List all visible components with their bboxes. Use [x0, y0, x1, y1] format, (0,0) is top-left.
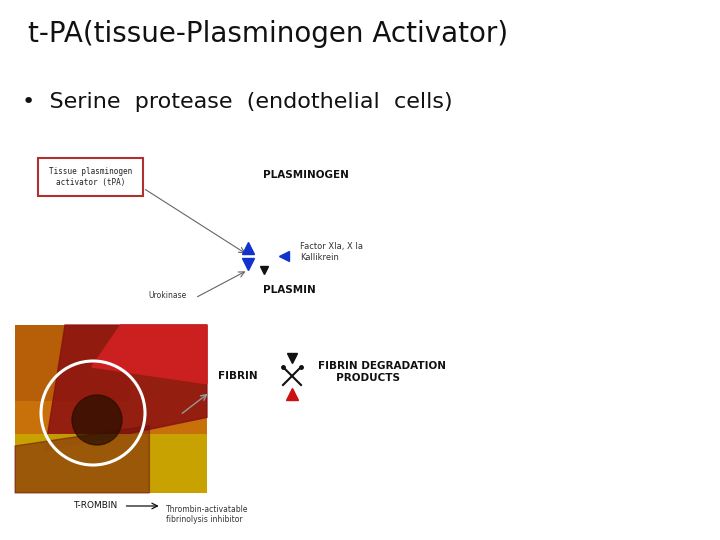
- Text: FIBRIN: FIBRIN: [218, 371, 258, 381]
- Text: PLASMINOGEN: PLASMINOGEN: [263, 170, 349, 180]
- Text: t-PA(tissue-Plasminogen Activator): t-PA(tissue-Plasminogen Activator): [28, 20, 508, 48]
- Text: Tissue plasminogen
activator (tPA): Tissue plasminogen activator (tPA): [49, 167, 132, 187]
- Text: Thrombin-activatable
fibrinolysis inhibitor: Thrombin-activatable fibrinolysis inhibi…: [166, 505, 248, 524]
- Text: FIBRIN DEGRADATION
     PRODUCTS: FIBRIN DEGRADATION PRODUCTS: [318, 361, 446, 383]
- Text: •  Serine  protease  (endothelial  cells): • Serine protease (endothelial cells): [22, 92, 453, 112]
- Polygon shape: [92, 325, 207, 384]
- Text: Urokinase: Urokinase: [148, 292, 186, 300]
- Polygon shape: [45, 325, 207, 451]
- Bar: [38, 158, 143, 196]
- Text: PLASMIN: PLASMIN: [263, 285, 316, 295]
- Polygon shape: [15, 426, 150, 493]
- Bar: [15, 325, 130, 401]
- Circle shape: [72, 395, 122, 445]
- Text: T-ROMBIN: T-ROMBIN: [73, 501, 118, 510]
- Text: Factor XIa, X Ia
Kallikrein: Factor XIa, X Ia Kallikrein: [300, 242, 363, 262]
- Bar: [15, 434, 207, 493]
- Bar: [15, 325, 207, 493]
